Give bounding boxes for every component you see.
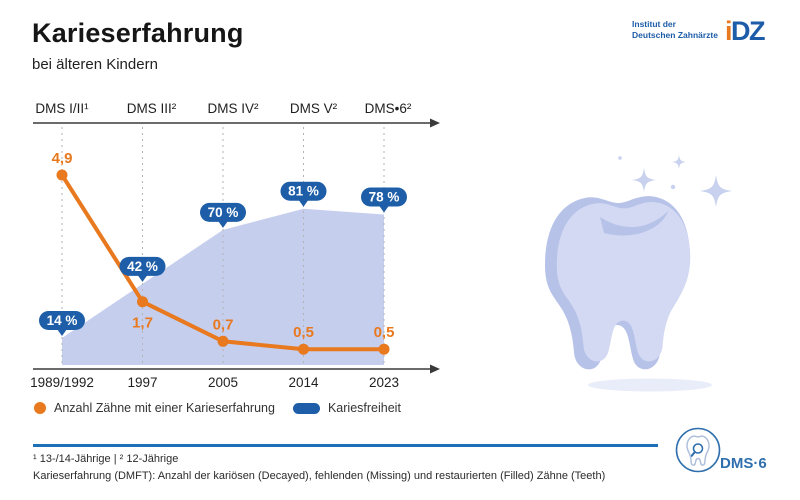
year-tick-label: 1989/1992 [30,375,94,390]
pct-badge-label: 70 % [208,205,239,220]
pct-badge-label: 14 % [47,313,78,328]
tooth-body [556,202,691,362]
sparkle-dot-icon [618,156,622,160]
dms-phase-label: DMS III² [127,101,177,116]
dms6-circle [675,427,721,473]
legend-line-label: Anzahl Zähne mit einer Karieserfahrung [54,401,275,415]
year-tick-label: 2005 [208,375,238,390]
top-axis-arrow-icon [430,118,440,128]
footnote-dmft: Karieserfahrung (DMFT): Anzahl der kariö… [33,470,606,482]
page-title: Karieserfahrung [32,18,244,48]
idz-logo-mark: iDZ [725,18,766,45]
pct-badge-tail [137,274,148,282]
year-tick-label: 2014 [288,375,319,390]
dms6-magnifier-icon [692,443,704,454]
chart-legend: Anzahl Zähne mit einer Karieserfahrung K… [34,401,401,415]
idz-logo: Institut der Deutschen Zahnärzte iDZ [632,18,766,45]
legend-area-label: Kariesfreiheit [327,401,401,415]
dms-phase-label: DMS I/II¹ [35,101,89,116]
data-point [298,343,309,355]
pct-badge [280,181,327,201]
dms6-wordmark: DMS·6 [720,455,767,472]
data-point [56,169,68,181]
dms6-tooth-icon [686,435,710,466]
karies-chart: DMS I/II¹ DMS III² DMS IV² DMS V² DMS•6² 1989… [30,101,440,390]
dms-phase-label: DMS IV² [207,101,259,116]
dmft-value-label: 0,7 [213,316,234,333]
idz-logo-text: Institut der Deutschen Zahnärzte [632,19,718,43]
data-point [378,343,390,355]
idz-logo-line2: Deutschen Zahnärzte [632,30,718,40]
tooth-crown-swoosh [600,211,668,236]
pct-badge [39,311,85,330]
dms6-logo: DMS·6 [675,427,767,473]
dmft-value-label: 0,5 [293,324,314,341]
pct-badge-label: 81 % [288,184,319,199]
page-subtitle: bei älteren Kindern [32,56,158,73]
data-point [217,335,229,347]
pct-badge [119,256,166,276]
sparkle-icon [632,168,656,192]
idz-mark-i: i [724,16,733,46]
sparkle-icon [672,155,686,169]
legend-area-marker-icon [292,402,320,414]
footnote-ages: ¹ 13-/14-Jährige | ² 12-Jährige [33,453,179,465]
tooth-illustration [545,155,732,392]
year-tick-label: 1997 [127,375,157,390]
pct-badge-tail [298,199,309,207]
tooth-shadow [588,378,712,392]
year-tick-label: 2023 [369,375,399,390]
pct-badge-label: 42 % [127,259,158,274]
idz-logo-line1: Institut der [632,19,676,29]
footer-rule [33,444,658,447]
x-axis-arrow-icon [430,364,440,374]
dms6-magnifier-handle [690,451,696,457]
pct-badge [200,202,246,222]
legend-line-marker-icon [34,402,46,414]
pct-badge-tail [379,205,389,213]
pct-badge-label: 78 % [369,190,400,205]
dms-phase-label: DMS V² [290,101,338,116]
pct-badge-tail [57,329,67,336]
data-point [137,296,148,308]
dms-phase-label: DMS•6² [365,101,412,116]
dmft-value-label: 1,7 [132,315,153,332]
sparkle-dot-icon [670,184,676,190]
sparkle-icon [700,175,732,207]
dmft-value-label: 0,5 [374,324,395,341]
idz-mark-dz: DZ [731,16,766,46]
dmft-value-label: 4,9 [52,150,73,167]
pct-badge [361,187,407,207]
pct-badge-tail [218,220,228,228]
